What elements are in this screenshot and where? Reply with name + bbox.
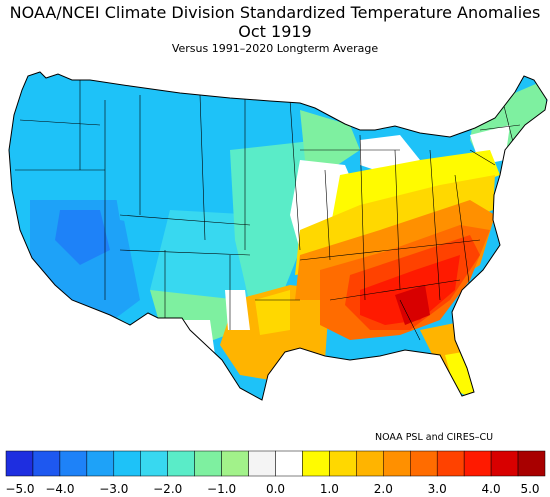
legend-swatch (113, 450, 142, 477)
legend-swatch (248, 450, 276, 477)
legend-tick-label: −1.0 (207, 482, 236, 496)
legend-swatch (140, 450, 168, 477)
region-upper-midwest-green (300, 110, 360, 170)
region-alabama-georgia-dark-red (395, 285, 430, 325)
color-scale-legend: −5.0 −4.0 −3.0 −2.0 −1.0 0.0 1.0 2.0 3.0 4.0 5.0 (5, 450, 546, 496)
legend-swatch (436, 450, 465, 477)
temperature-anomaly-fill (9, 72, 547, 400)
legend-swatch (410, 450, 438, 477)
legend-swatch (463, 450, 492, 477)
region-west-texas-white (170, 320, 215, 355)
us-outline (8, 71, 548, 401)
legend-swatch (5, 450, 34, 477)
legend-tick-label: 1.0 (320, 482, 339, 496)
legend-tick-label: −5.0 (5, 482, 34, 496)
legend-tick-label: 3.0 (428, 482, 447, 496)
legend-swatch (517, 450, 546, 477)
legend-swatch (356, 450, 384, 477)
legend-tick-label: −2.0 (153, 482, 182, 496)
legend-tick-label: 5.0 (520, 482, 539, 496)
data-credit: NOAA PSL and CIRES–CU (375, 432, 494, 443)
state-boundaries (15, 80, 521, 341)
legend-tick-label: 2.0 (374, 482, 393, 496)
legend-swatch (59, 450, 88, 477)
legend-tick-label: −3.0 (99, 482, 128, 496)
legend-swatch (86, 450, 115, 477)
legend-swatch (383, 450, 411, 477)
legend-swatch (302, 450, 330, 477)
map-title: NOAA/NCEI Climate Division Standardized … (9, 3, 541, 22)
legend-swatch (32, 450, 61, 477)
legend-tick-label: 4.0 (482, 482, 501, 496)
region-nevada-deep-blue (55, 210, 110, 265)
legend-tick-label: 0.0 (266, 482, 285, 496)
legend-tick-label: −4.0 (45, 482, 74, 496)
legend-swatch (194, 450, 222, 477)
us-climate-division-map (8, 71, 548, 401)
legend-swatch (221, 450, 249, 477)
region-central-texas-gold (255, 290, 290, 335)
region-panhandle-white (225, 290, 250, 330)
map-baseline: Versus 1991–2020 Longterm Average (171, 42, 379, 55)
legend-swatch (275, 450, 303, 477)
legend-swatch (490, 450, 519, 477)
legend-swatch (167, 450, 195, 477)
legend-swatch (329, 450, 357, 477)
map-period: Oct 1919 (238, 22, 312, 41)
